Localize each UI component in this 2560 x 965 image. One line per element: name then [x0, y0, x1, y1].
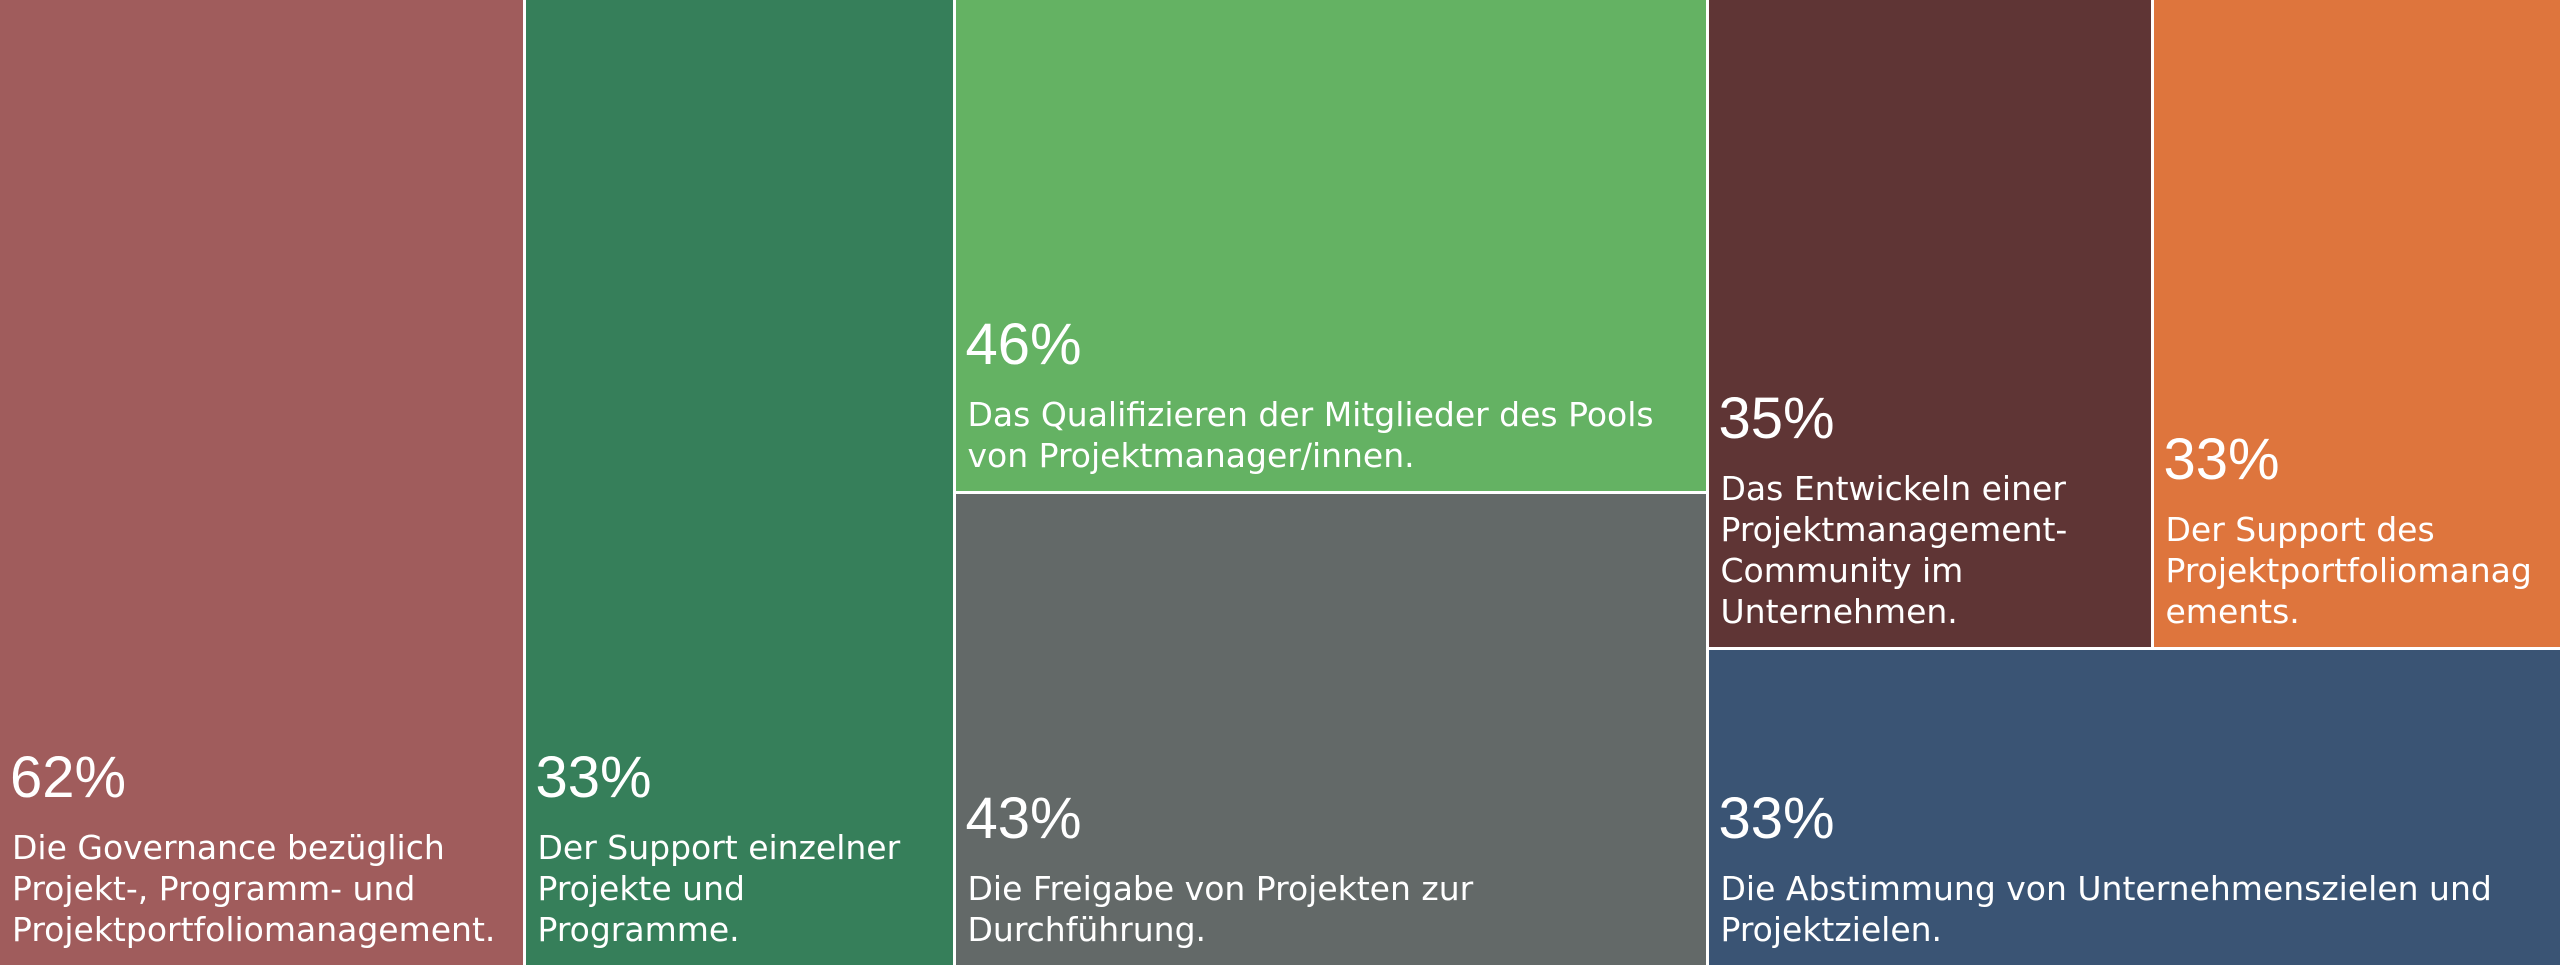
tile-label-group: 62% Die Governance bezüglich Projekt-, Pr… — [0, 747, 523, 965]
treemap-tile-project-release[interactable]: 43% Die Freigabe von Projekten zur Durchf… — [955, 493, 1706, 965]
tile-label-group: 33% Der Support einzelner Projekte und Pr… — [526, 747, 953, 965]
tile-description: Der Support des Projektportfoliomanageme… — [2165, 509, 2532, 631]
tile-value-label: 62% — [10, 745, 127, 810]
tile-label-group: 33% Der Support des Projektportfoliomanag… — [2154, 426, 2560, 647]
tile-value-label: 43% — [965, 786, 1082, 851]
tile-description: Die Freigabe von Projekten zur Durchführ… — [967, 869, 1474, 949]
treemap-tile-support-projects[interactable]: 33% Der Support einzelner Projekte und Pr… — [525, 0, 953, 965]
treemap-tile-qualification[interactable]: 46% Das Qualifizieren der Mitglieder des … — [955, 0, 1706, 491]
treemap-tile-governance[interactable]: 62% Die Governance bezüglich Projekt-, Pr… — [0, 0, 523, 965]
tile-description: Die Governance bezüglich Projekt-, Progr… — [12, 828, 496, 949]
tile-value-label: 33% — [1718, 786, 1835, 851]
treemap-tile-portfolio-support[interactable]: 33% Der Support des Projektportfoliomanag… — [2153, 0, 2560, 647]
treemap-tile-community[interactable]: 35% Das Entwickeln einer Projektmanagemen… — [1708, 0, 2151, 647]
treemap-tile-alignment[interactable]: 33% Die Abstimmung von Unternehmenszielen… — [1708, 649, 2560, 965]
tile-label-group: 46% Das Qualifizieren der Mitglieder des … — [956, 311, 1706, 491]
tile-description: Das Entwickeln einer Projektmanagement-C… — [1720, 468, 2068, 631]
tile-value-label: 33% — [535, 745, 652, 810]
tile-label-group: 33% Die Abstimmung von Unternehmenszielen… — [1709, 788, 2560, 965]
tile-value-label: 35% — [1718, 385, 1835, 451]
tile-description: Die Abstimmung von Unternehmenszielen un… — [1720, 869, 2492, 949]
tile-description: Der Support einzelner Projekte und Progr… — [537, 828, 901, 949]
tile-label-group: 35% Das Entwickeln einer Projektmanagemen… — [1709, 385, 2151, 647]
tile-label-group: 43% Die Freigabe von Projekten zur Durchf… — [956, 788, 1706, 965]
tile-description: Das Qualifizieren der Mitglieder des Poo… — [967, 394, 1654, 475]
tile-value-label: 46% — [965, 311, 1082, 377]
tile-value-label: 33% — [2163, 426, 2280, 492]
